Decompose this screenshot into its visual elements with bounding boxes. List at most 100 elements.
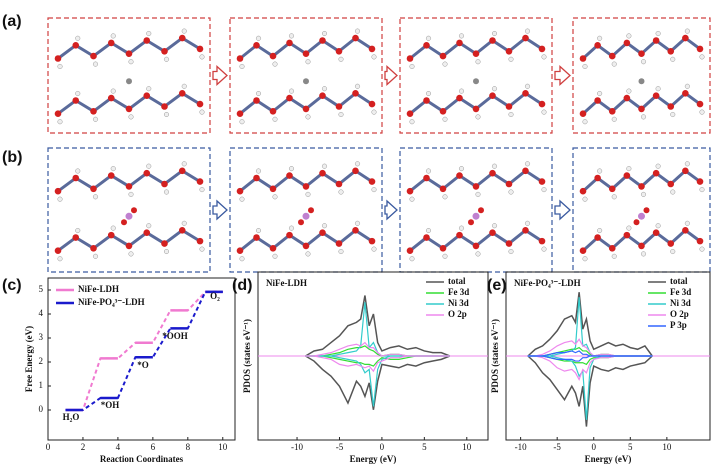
atom-o	[72, 97, 80, 104]
arrow	[384, 65, 398, 86]
atom-o	[538, 100, 546, 108]
atom-h	[655, 163, 661, 169]
atom-h	[305, 251, 311, 257]
legend-label: total	[670, 276, 688, 286]
atom-h	[655, 30, 661, 37]
atom-o	[121, 219, 127, 226]
atom-h	[541, 54, 547, 60]
atom-o	[489, 169, 496, 177]
atom-o	[286, 39, 293, 47]
atom-o	[125, 105, 133, 113]
atom-h	[597, 227, 603, 234]
y-tick-label: 1	[39, 380, 44, 390]
atom-h	[199, 54, 205, 60]
panel-label: (d)	[232, 277, 252, 294]
atom-o	[236, 55, 244, 62]
atom-h	[684, 161, 690, 167]
atom-h	[288, 33, 295, 39]
atom-c	[473, 78, 479, 85]
atom-o	[472, 242, 480, 250]
atom-h	[239, 196, 245, 202]
atom-o	[335, 240, 343, 247]
atom-o	[439, 185, 447, 193]
atom-h	[597, 35, 603, 41]
atom-o	[406, 187, 414, 195]
atom-o	[423, 174, 430, 182]
atom-h	[541, 187, 547, 193]
atom-o	[236, 247, 244, 255]
atom-h	[684, 28, 690, 34]
atom-h	[371, 54, 377, 60]
atom-h	[92, 116, 99, 122]
atom-h	[272, 194, 278, 200]
atom-o	[90, 108, 97, 115]
atom-h	[491, 86, 498, 92]
atom-h	[288, 88, 295, 94]
atom-o	[143, 37, 151, 44]
atom-o	[335, 180, 343, 188]
atom-h	[199, 109, 205, 115]
x-tick-label: 6	[151, 442, 156, 452]
atom-h	[640, 251, 647, 257]
atom-o	[107, 231, 115, 239]
atom-o	[125, 50, 133, 57]
atom-h	[626, 88, 632, 94]
atom-h	[321, 86, 328, 92]
atom-h	[338, 56, 344, 62]
atom-o	[368, 45, 376, 53]
atom-o	[456, 231, 463, 239]
atom-h	[305, 59, 311, 65]
atom-h	[409, 256, 415, 262]
atom-o	[131, 207, 137, 214]
atom-o	[319, 169, 326, 177]
y-tick-label: 4	[39, 308, 44, 318]
dos-curve	[305, 355, 450, 367]
atom-o	[522, 34, 529, 42]
x-tick-label: -5	[553, 442, 561, 452]
legend-label: O 2p	[448, 309, 467, 319]
atom-h	[684, 220, 690, 226]
atom-o	[505, 180, 513, 188]
atom-o	[468, 219, 474, 226]
dos-curve	[527, 355, 653, 362]
atom-h	[491, 223, 498, 229]
atom-o	[623, 94, 631, 102]
x-tick-label: 0	[46, 442, 51, 452]
atom-o	[638, 50, 645, 57]
atom-o	[298, 219, 304, 226]
atom-o	[90, 52, 97, 60]
atom-h	[442, 61, 448, 67]
atom-h	[181, 28, 187, 34]
atom-o	[439, 108, 447, 115]
atom-h	[640, 191, 647, 197]
atom-o	[107, 39, 115, 47]
atom-h	[288, 166, 295, 172]
x-tick-label: 0	[380, 442, 385, 452]
atom-o	[368, 100, 376, 108]
atom-h	[409, 119, 415, 125]
atom-o	[623, 172, 631, 179]
atom-o	[302, 242, 310, 250]
atom-h	[92, 194, 99, 200]
atom-o	[505, 48, 513, 55]
legend-label: P 3p	[670, 320, 687, 330]
atom-h	[458, 88, 465, 94]
atom-h	[146, 86, 152, 92]
atom-h	[582, 256, 588, 262]
atom-h	[110, 88, 116, 94]
atom-o	[178, 90, 186, 97]
atom-o	[505, 103, 513, 110]
legend-label: NiFe-PO₄³⁻-LDH	[78, 297, 145, 307]
legend-label: Fe 3d	[448, 287, 469, 297]
atom-o	[652, 169, 660, 177]
atom-o	[579, 110, 587, 117]
atom-h	[338, 111, 344, 118]
atom-o	[667, 240, 675, 247]
atom-o	[638, 105, 645, 113]
x-tick-label: 10	[462, 442, 472, 452]
atom-h	[128, 114, 134, 120]
atom-o	[608, 108, 616, 115]
atom-o	[489, 229, 496, 237]
atom-h	[146, 223, 152, 229]
